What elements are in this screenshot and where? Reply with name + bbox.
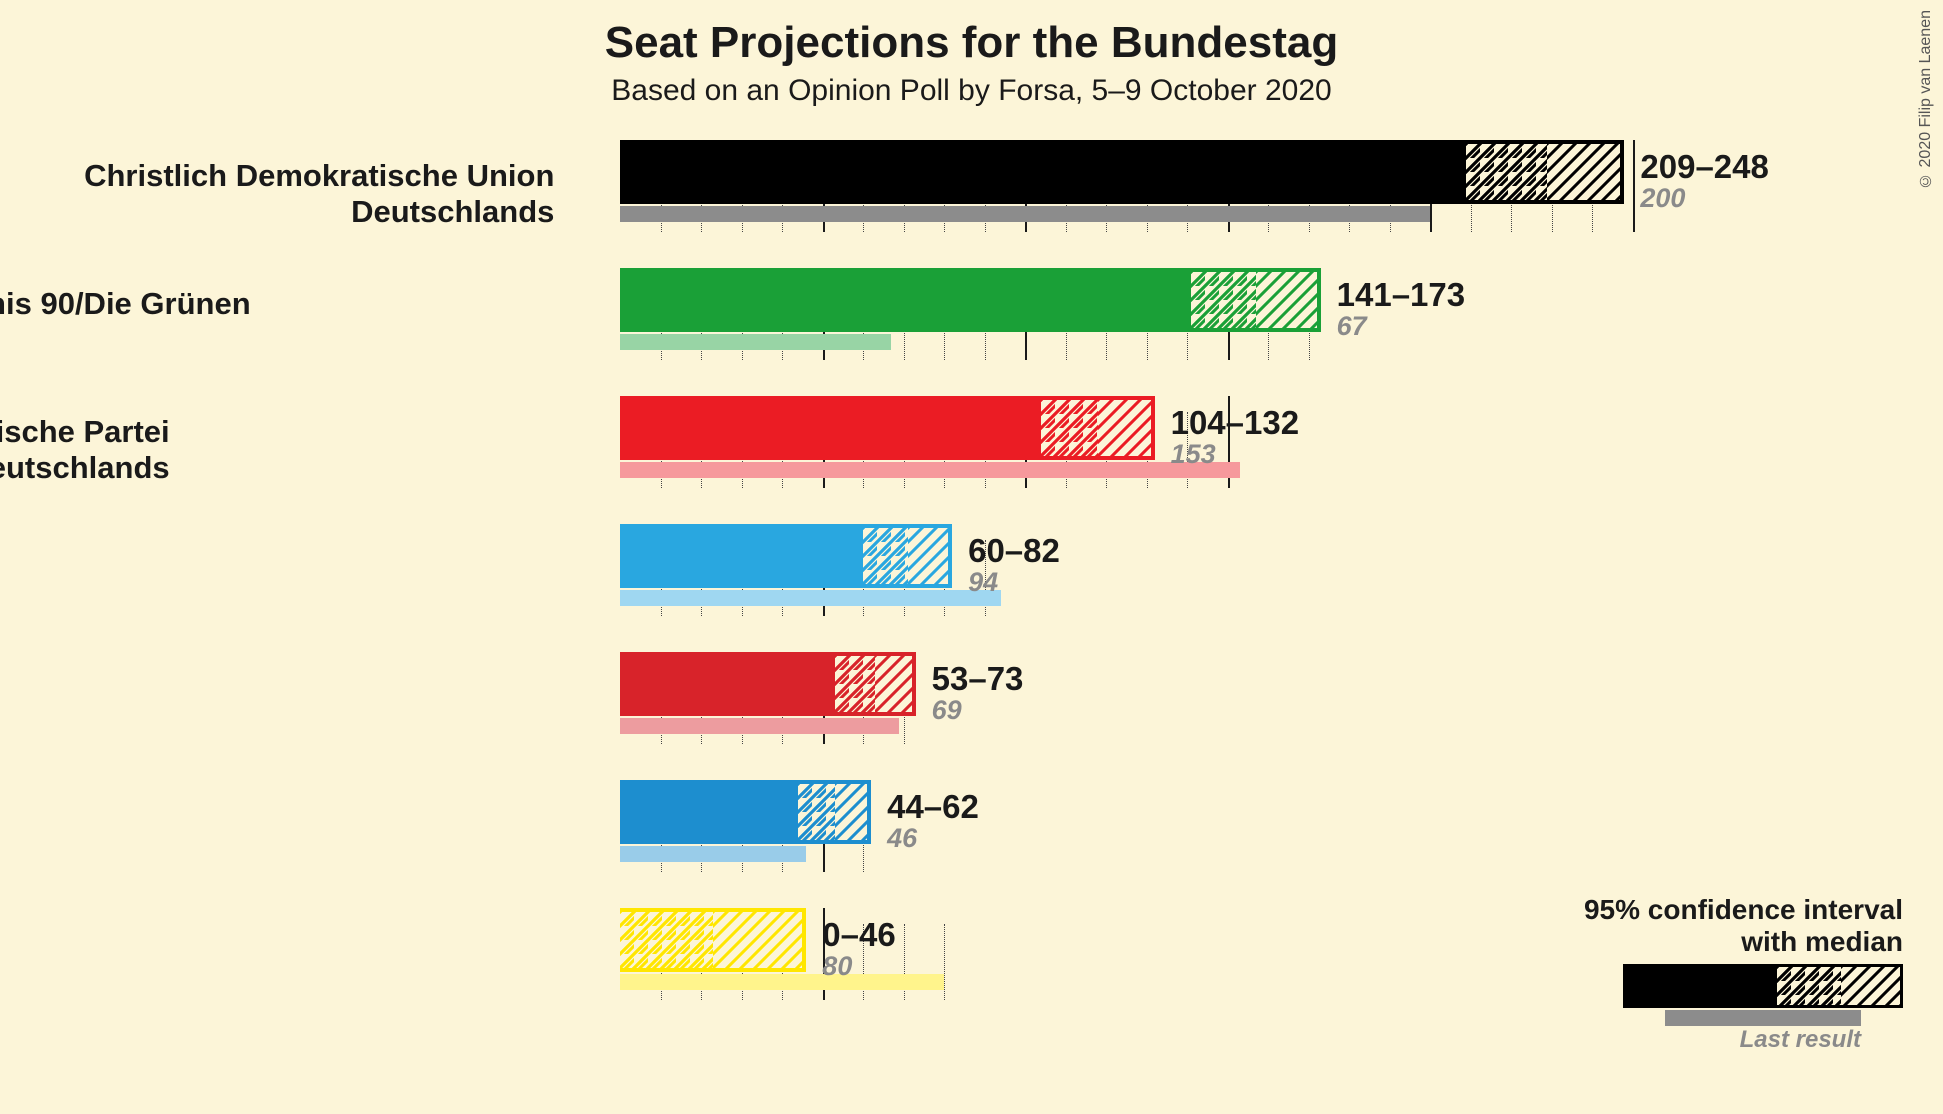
last-result-bar (620, 974, 944, 990)
projection-bar (620, 524, 952, 588)
projection-bar-crosshatch (620, 908, 713, 972)
party-row: Die Linke53–7369 (620, 652, 916, 744)
last-result-bar (620, 206, 1430, 222)
projection-range-label: 44–62 (887, 788, 979, 826)
projection-bar (620, 780, 871, 844)
last-result-bar (620, 718, 899, 734)
projection-bar-crosshatch (835, 652, 876, 716)
last-result-label: 200 (1640, 183, 1685, 214)
party-row: Christlich-Soziale Union in Bayern44–624… (620, 780, 871, 872)
projection-bar-solid (620, 524, 863, 588)
projection-bar (620, 652, 916, 716)
projection-bar (620, 140, 1624, 204)
projection-range-label: 60–82 (968, 532, 1060, 570)
projection-bar-solid (620, 780, 798, 844)
projection-bar-solid (620, 396, 1041, 460)
last-result-bar (620, 590, 1001, 606)
party-label: Sozialdemokratische Partei Deutschlands (0, 414, 170, 486)
projection-bar-diagonal (908, 524, 953, 588)
projection-range-label: 53–73 (932, 660, 1024, 698)
projection-bar-diagonal (1547, 140, 1624, 204)
projection-bar (620, 396, 1155, 460)
projection-range-label: 0–46 (822, 916, 895, 954)
projection-bar-diagonal (835, 780, 871, 844)
projection-bar-crosshatch (1466, 140, 1547, 204)
projection-bar-solid (620, 140, 1466, 204)
projection-bar-diagonal (713, 908, 806, 972)
party-row: Freie Demokratische Partei0–4680 (620, 908, 944, 1000)
last-result-label: 80 (822, 951, 852, 982)
projection-bar-crosshatch (1041, 396, 1098, 460)
last-result-bar (620, 846, 806, 862)
projection-range-label: 141–173 (1337, 276, 1465, 314)
seat-projection-chart: Christlich Demokratische Union Deutschla… (620, 140, 1670, 1080)
last-result-label: 67 (1337, 311, 1367, 342)
projection-bar-crosshatch (863, 524, 908, 588)
legend-bar (1623, 964, 1903, 1008)
projection-bar-diagonal (1256, 268, 1321, 332)
last-result-label: 94 (968, 567, 998, 598)
tick-minor (944, 924, 945, 1000)
chart-legend: 95% confidence intervalwith median Last r… (1584, 894, 1903, 1054)
projection-bar-diagonal (1098, 396, 1155, 460)
party-row: Sozialdemokratische Partei Deutschlands1… (620, 396, 1240, 488)
projection-bar-diagonal (875, 652, 916, 716)
tick-major (1633, 140, 1635, 232)
legend-last-bar (1665, 1010, 1861, 1026)
last-result-label: 46 (887, 823, 917, 854)
legend-bar-solid (1623, 964, 1777, 1008)
projection-bar-crosshatch (1191, 268, 1256, 332)
last-result-bar (620, 462, 1240, 478)
party-row: Alternative für Deutschland60–8294 (620, 524, 1001, 616)
projection-range-label: 104–132 (1171, 404, 1299, 442)
last-result-label: 69 (932, 695, 962, 726)
party-row: Bündnis 90/Die Grünen141–17367 (620, 268, 1321, 360)
legend-text-line2: with median (1584, 926, 1903, 958)
party-label: Bündnis 90/Die Grünen (0, 286, 251, 322)
projection-bar-solid (620, 268, 1191, 332)
chart-subtitle: Based on an Opinion Poll by Forsa, 5–9 O… (0, 74, 1943, 108)
party-row: Christlich Demokratische Union Deutschla… (620, 140, 1624, 232)
legend-bar-diagonal (1841, 964, 1903, 1008)
party-label: Christlich Demokratische Union Deutschla… (0, 158, 554, 230)
chart-title: Seat Projections for the Bundestag (0, 18, 1943, 68)
copyright-text: © 2020 Filip van Laenen (1917, 10, 1935, 189)
last-result-label: 153 (1171, 439, 1216, 470)
last-result-bar (620, 334, 891, 350)
legend-last-text: Last result (1584, 1026, 1861, 1054)
projection-bar-solid (620, 652, 835, 716)
projection-bar-crosshatch (798, 780, 834, 844)
projection-range-label: 209–248 (1640, 148, 1768, 186)
projection-bar (620, 268, 1321, 332)
legend-bar-crosshatch (1777, 964, 1841, 1008)
legend-text-line1: 95% confidence interval (1584, 894, 1903, 926)
projection-bar (620, 908, 806, 972)
